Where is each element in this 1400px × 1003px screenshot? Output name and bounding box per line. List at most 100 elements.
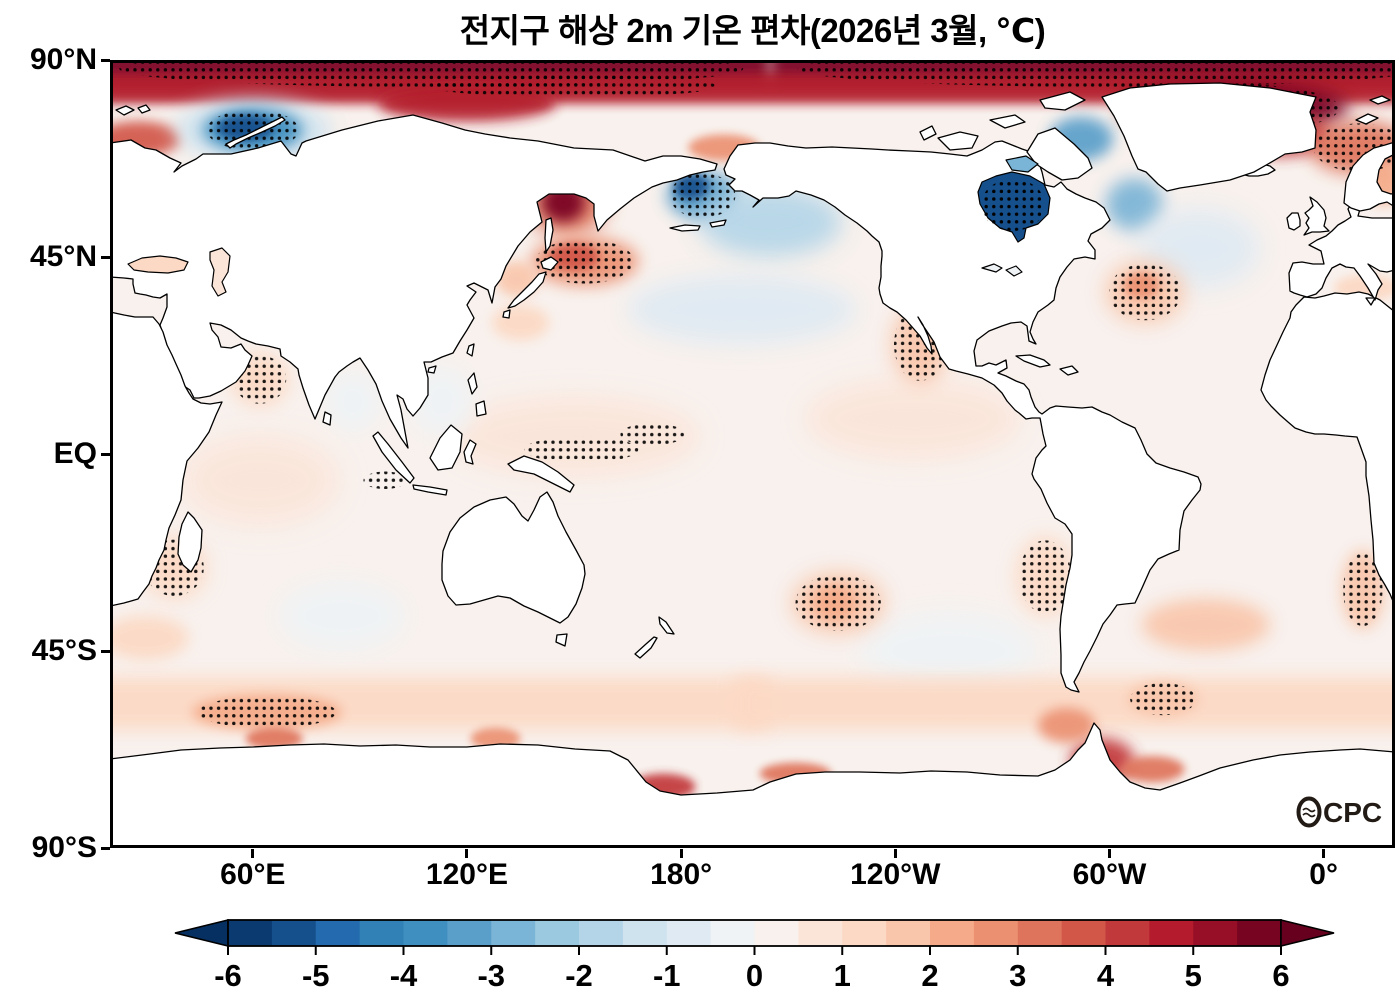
land-svalbard-east bbox=[1355, 113, 1379, 125]
colorbar: -6 -5 -4 -3 -2 -1 0 1 2 3 4 5 6 bbox=[174, 918, 1335, 993]
colorbar-segment bbox=[447, 920, 492, 946]
ocpc-logo-o-icon bbox=[1296, 796, 1322, 828]
water-overlay-layer bbox=[127, 155, 1051, 297]
anomaly-weddell-east-warm bbox=[1120, 756, 1185, 783]
colorbar-tick-label: -1 bbox=[653, 958, 681, 993]
land-honshu bbox=[507, 271, 547, 309]
land-europe-west bbox=[1288, 200, 1395, 301]
anomaly-n-pacific-central-cool bbox=[627, 274, 857, 345]
colorbar-segment bbox=[491, 920, 536, 946]
stipple-chile-coast-warm bbox=[1018, 540, 1072, 613]
land-sakhalin bbox=[544, 217, 554, 253]
land-franz-josef bbox=[1369, 95, 1391, 105]
land-nz-north bbox=[658, 616, 675, 635]
land-africa-east bbox=[110, 311, 223, 607]
land-borneo bbox=[429, 424, 463, 471]
lon-tick bbox=[679, 849, 683, 858]
colorbar-segment bbox=[1149, 920, 1194, 946]
stipple-nw-atlantic-warm bbox=[1109, 263, 1182, 321]
lat-label-90°S: 90°S bbox=[31, 831, 97, 864]
land-svalbard-b bbox=[137, 104, 151, 114]
colorbar-tick-label: 3 bbox=[1009, 958, 1026, 993]
colorbar-tick-label: 5 bbox=[1185, 958, 1202, 993]
ocpc-logo: CPC bbox=[1296, 796, 1382, 828]
land-eurasia bbox=[110, 114, 718, 449]
land-svalbard-a bbox=[115, 105, 135, 116]
land-mindanao bbox=[475, 400, 487, 417]
ocpc-logo-wave-icon bbox=[1302, 807, 1316, 818]
colorbar-segment bbox=[754, 920, 799, 946]
colorbar-segment bbox=[403, 920, 448, 946]
stipple-bering-sea-cold bbox=[669, 173, 736, 218]
land-victoria-island bbox=[937, 131, 979, 151]
ocpc-logo-text: CPC bbox=[1323, 797, 1382, 828]
lat-label-EQ: EQ bbox=[53, 437, 97, 470]
land-ireland bbox=[1286, 212, 1301, 231]
land-kyushu bbox=[502, 309, 511, 319]
colorbar-segment bbox=[359, 920, 405, 946]
stipple-equatorial-pacific-stipple-central bbox=[620, 423, 685, 446]
land-taiwan bbox=[466, 343, 475, 357]
land-tasmania bbox=[555, 633, 568, 647]
anomaly-labrador-sea-cold bbox=[1105, 178, 1163, 231]
colorbar-tick-label: 2 bbox=[921, 958, 938, 993]
lat-label-45°S: 45°S bbox=[31, 634, 97, 667]
anomaly-antarctic-coast-warm-1 bbox=[245, 727, 303, 750]
colorbar-segment bbox=[579, 920, 624, 946]
colorbar-segment bbox=[842, 920, 887, 946]
land-luzon bbox=[467, 372, 478, 395]
colorbar-tick-label: 4 bbox=[1097, 958, 1115, 993]
land-africa-west bbox=[1260, 291, 1395, 607]
land-new-guinea bbox=[507, 455, 575, 493]
anomaly-tropical-pacific-warm-west bbox=[449, 397, 699, 476]
anomaly-gulf-of-alaska-cool bbox=[698, 186, 842, 257]
colorbar-segment bbox=[271, 920, 317, 946]
land-scandinavia bbox=[1343, 141, 1395, 212]
land-aleutians-b bbox=[709, 219, 727, 228]
colorbar-segment bbox=[1061, 920, 1107, 946]
lat-tick bbox=[101, 649, 110, 653]
stipple-kara-sea-cold bbox=[206, 109, 299, 151]
land-australia bbox=[441, 491, 586, 624]
land-hainan bbox=[427, 365, 437, 374]
anomaly-kuroshio-warm bbox=[491, 305, 550, 341]
land-americas bbox=[723, 140, 1202, 693]
stipple-sumatra-sw-stipple bbox=[363, 471, 407, 490]
lon-label-180°: 180° bbox=[650, 858, 713, 891]
land-java bbox=[412, 484, 448, 496]
anomaly-drake-warm bbox=[1038, 707, 1096, 743]
land-great-britain bbox=[1303, 196, 1330, 236]
anomaly-agulhas-warm bbox=[110, 615, 189, 660]
land-madagascar bbox=[177, 511, 203, 573]
colorbar-tick-label: -2 bbox=[565, 958, 593, 993]
colorbar-segment bbox=[798, 920, 843, 946]
lat-tick bbox=[101, 58, 110, 62]
land-hokkaido bbox=[540, 256, 559, 271]
lon-label-0°: 0° bbox=[1309, 858, 1338, 891]
land-sicily bbox=[1365, 297, 1376, 306]
colorbar-segment bbox=[535, 920, 580, 946]
land-ellesmere-island bbox=[1039, 91, 1086, 111]
hudson-bay-stipple-overlay bbox=[981, 179, 1045, 231]
lon-tick bbox=[465, 849, 469, 858]
anomaly-s-indian-central-cool bbox=[277, 580, 407, 651]
chart-title: 전지구 해상 2m 기온 편차(2026년 3월, ℃) bbox=[459, 12, 1046, 49]
lon-tick bbox=[893, 849, 897, 858]
lat-label-45°N: 45°N bbox=[29, 240, 97, 273]
colorbar-segment bbox=[1193, 920, 1238, 946]
land-hispaniola bbox=[1059, 365, 1079, 376]
black-sea-water bbox=[127, 255, 189, 274]
land-banks-island bbox=[919, 125, 937, 141]
stipple-scotia-warm bbox=[1130, 683, 1196, 716]
lat-label-90°N: 90°N bbox=[29, 43, 97, 76]
caspian-sea-water bbox=[209, 247, 231, 297]
lat-tick bbox=[101, 452, 110, 456]
lat-tick bbox=[101, 255, 110, 259]
colorbar-segment bbox=[1237, 920, 1282, 946]
colorbar-tick-label: 6 bbox=[1272, 958, 1289, 993]
land-cuba bbox=[1015, 354, 1051, 368]
colorbar-segment bbox=[710, 920, 756, 946]
colorbar-tick-label: 1 bbox=[834, 958, 851, 993]
anomaly-tropical-indian-warm bbox=[181, 436, 339, 525]
